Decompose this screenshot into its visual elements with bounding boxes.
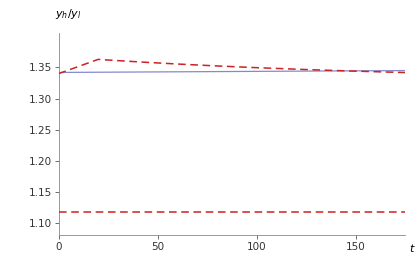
Text: $y_h/y_l$: $y_h/y_l$ — [55, 7, 82, 21]
Text: t: t — [409, 243, 413, 253]
